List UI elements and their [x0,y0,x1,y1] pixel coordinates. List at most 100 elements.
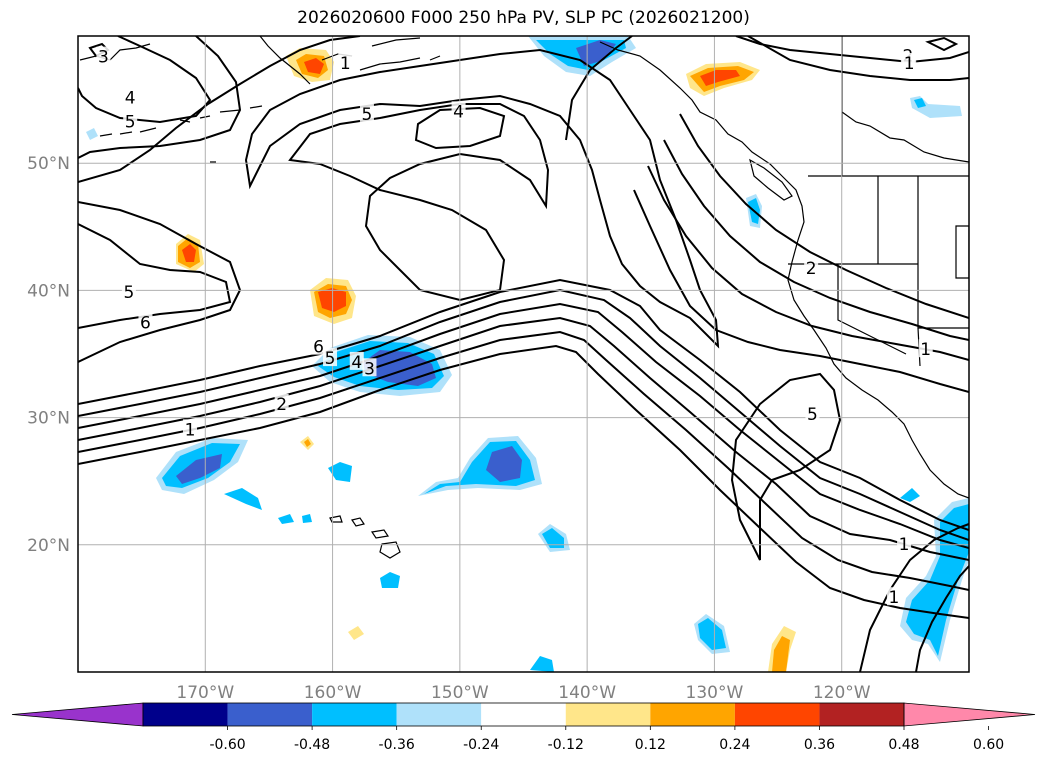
pv-positive-region [700,70,740,86]
pv-positive-region [348,626,364,640]
pv-negative-region [576,40,616,66]
contour-label: 1 [904,54,915,74]
contour-label-bg [338,52,353,71]
pv-negative-region [542,528,564,548]
pv-negative-region [906,504,969,656]
contour-label: 2 [806,259,817,279]
colorbar-tick-label: 0.48 [888,737,919,753]
contour-line [244,48,720,349]
colorbar-segment [396,703,482,726]
us-states [788,176,969,367]
lon-tick-label: 160°W [304,683,362,703]
contour-label-bg [918,339,933,358]
contour-label-bg [96,46,111,65]
pv-negative-region [328,462,352,482]
contour-label-bg [451,101,466,120]
pv-negative-region [176,454,222,484]
contour-label-bg [183,419,198,438]
contour-label: 5 [362,105,373,125]
contour-label: 6 [140,313,151,333]
pv-negative-region [86,128,98,140]
contour-label-bg [121,281,136,300]
contour-label-bg [311,336,326,355]
colorbar-tick-label: 0.24 [719,737,750,753]
lon-tick-label: 150°W [431,683,489,703]
contour-label-bg [349,351,364,370]
colorbar-segment [819,703,904,726]
colorbar-segment [227,703,313,726]
pv-positive-region [318,288,346,312]
contour-label: 3 [98,48,109,68]
contour-label-bg [886,587,901,606]
vancouver-island [749,158,793,201]
lon-tick-label: 170°W [176,683,234,703]
colorbar-segment [143,703,228,726]
contour-line [730,372,842,561]
lat-tick-label: 50°N [27,154,70,174]
colorbar-tick-label: -0.60 [209,737,245,753]
contour-line [915,565,969,672]
contour-label-bg [274,393,289,412]
pv-negative-region [224,488,262,510]
contour-label-bg [897,533,912,552]
pv-negative-region [486,446,522,482]
pv-positive-region [304,58,324,74]
contour-label: 5 [124,283,135,303]
contour-line [859,523,969,672]
latitude-labels: 50°N 40°N 30°N 20°N [27,154,70,556]
pv-negative-region [530,656,554,672]
contour-line [78,36,361,183]
colorbar-frame [142,702,905,727]
colorbar-segment [565,703,651,726]
contour-label: 4 [453,102,464,122]
contour-line [78,288,969,541]
contour-label: 1 [185,420,196,440]
hawaii-islands [329,515,401,559]
map-layers [78,36,969,672]
pv-negative-region [302,514,312,523]
colorbar-tick-label: -0.12 [548,737,584,753]
contour-label: 1 [920,340,931,360]
contour-label: 4 [125,88,136,108]
contour-label: 5 [325,349,336,369]
contour-labels: 314554215665432121511 [96,45,933,608]
colorbar-tick-label: -0.36 [379,737,415,753]
colorbar-tick-label: -0.48 [294,737,330,753]
contour-label: 1 [888,588,899,608]
lat-tick-label: 30°N [27,409,70,429]
colorbar-segment [734,703,820,726]
contour-line [747,36,969,81]
contour-line [78,36,212,124]
pv-positive-region [304,439,311,447]
contour-label-bg [123,87,138,106]
chart-title: 2026020600 F000 250 hPa PV, SLP PC (2026… [297,8,750,28]
pv-positive-region [772,636,790,672]
contour-line [78,316,969,561]
pv-negative-region [900,488,920,502]
lon-tick-label: 120°W [813,683,871,703]
contour-label: 3 [364,359,375,379]
colorbar-tick-label: 0.36 [804,737,835,753]
gridlines [78,36,969,672]
contour-label-bg [323,348,338,367]
contour-line [663,139,969,341]
contour-label: 4 [351,353,362,373]
contour-label: 5 [125,112,136,132]
bc-coast [599,41,969,499]
contour-label-bg [359,103,374,122]
lat-tick-label: 20°N [27,536,70,556]
contour-line [78,344,969,619]
contour-label-bg [804,257,819,276]
map-area [78,36,969,672]
colorbar-segment [650,703,735,726]
colorbar-tick-label: -0.24 [463,737,499,753]
contour-label: 2 [276,395,287,415]
contour-label-bg [138,312,153,331]
contour-line [78,302,969,549]
lat-tick-label: 40°N [27,281,70,301]
pv-negative-region [278,514,294,524]
colorbar-tick-label: 0.12 [635,737,666,753]
contour-line [925,36,959,52]
contour-label: 1 [340,54,351,74]
colorbar: -0.60 -0.48 -0.36 -0.24 -0.12 0.12 0.24 0.36 0.4… [11,702,1036,753]
